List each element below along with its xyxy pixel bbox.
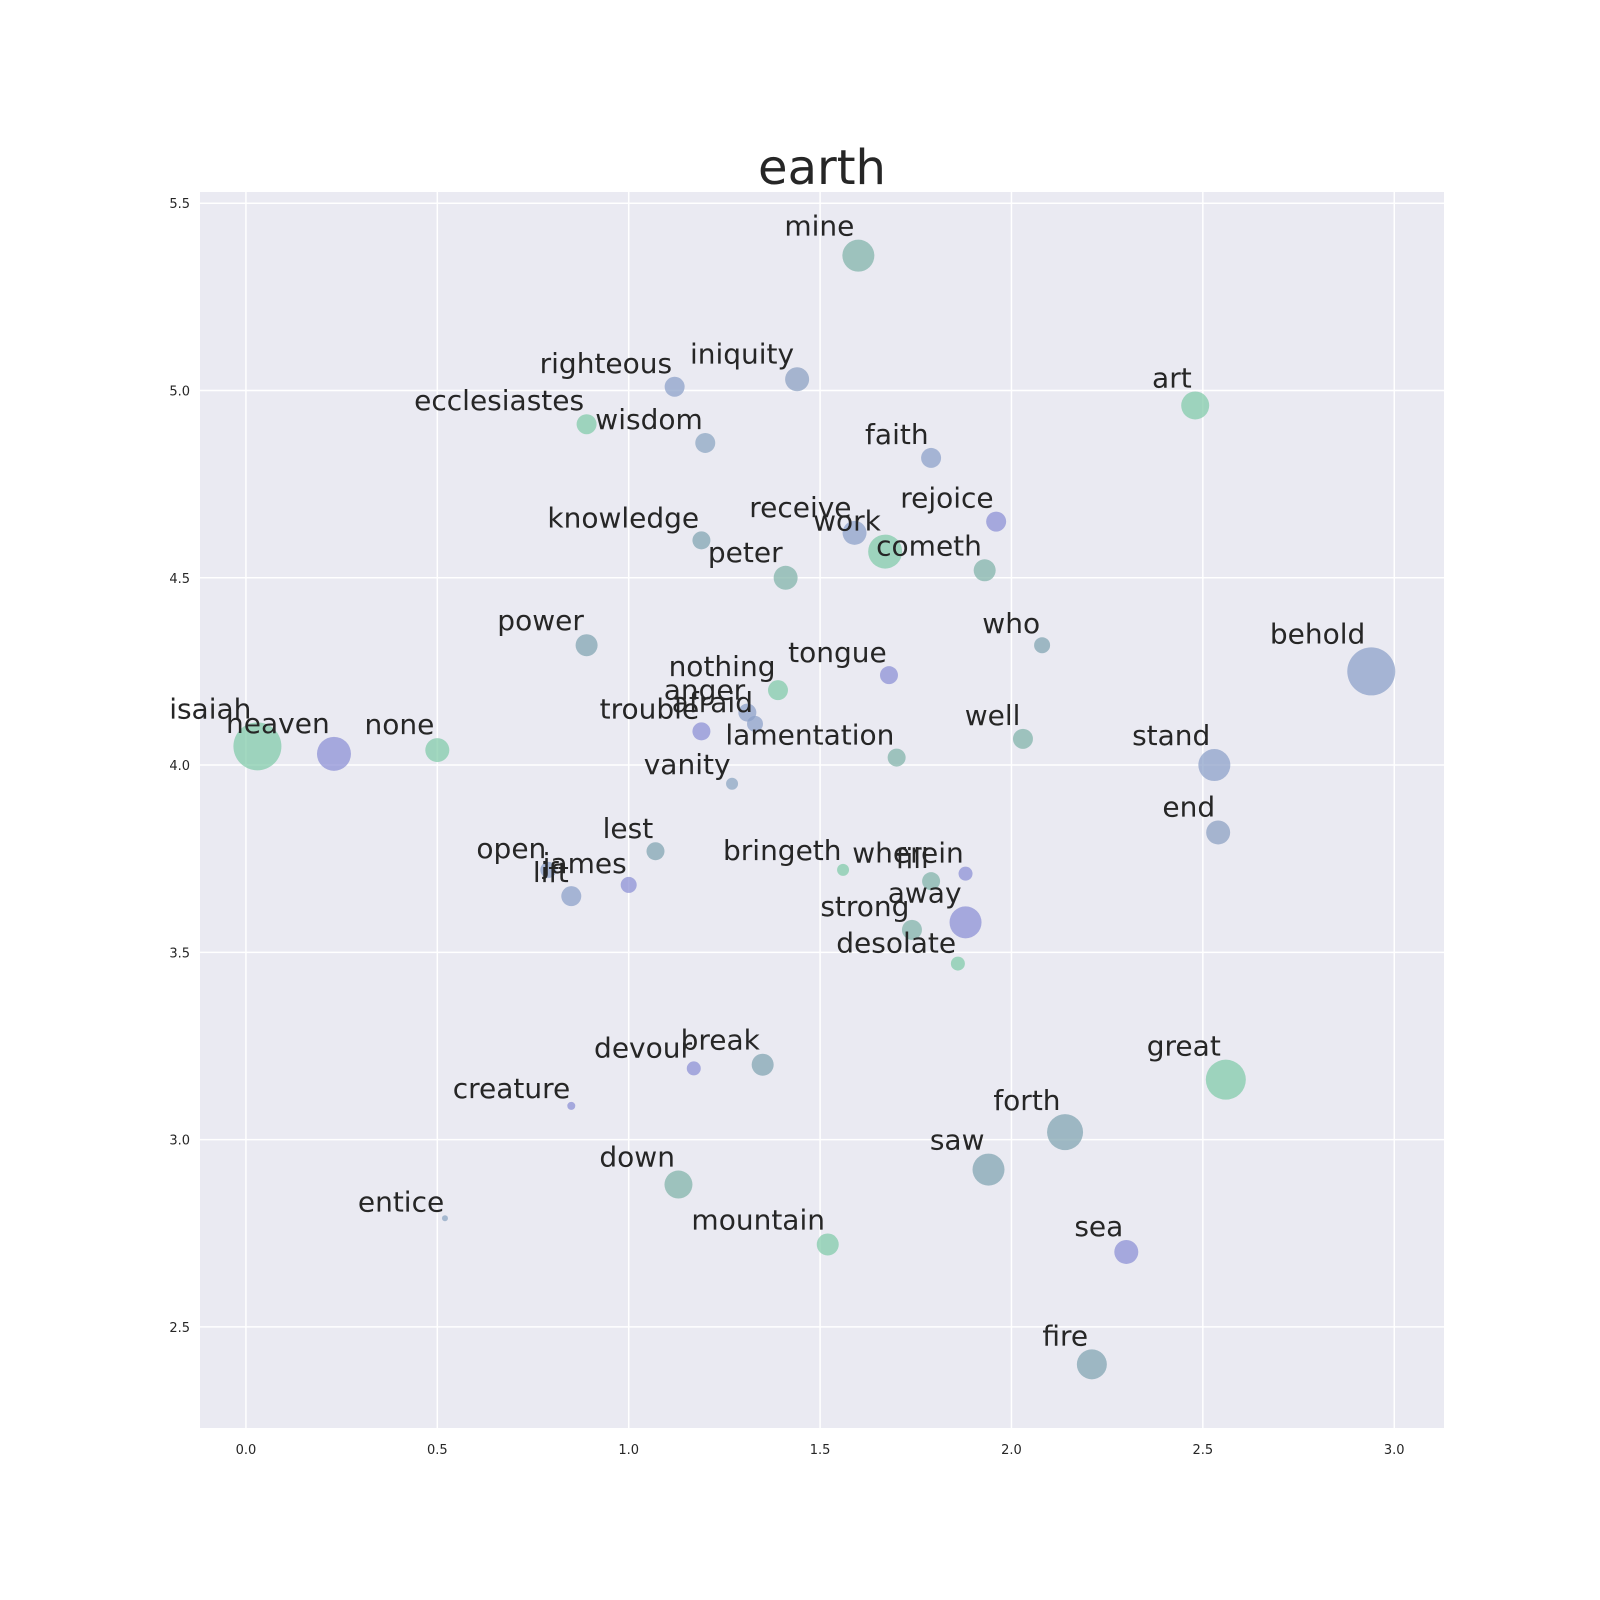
point-art (1181, 391, 1209, 419)
point-label-fill: fill (896, 842, 929, 875)
point-label-wisdom: wisdom (595, 403, 702, 436)
point-forth (1047, 1114, 1083, 1150)
point-label-mountain: mountain (691, 1203, 825, 1236)
point-label-desolate: desolate (836, 927, 956, 960)
point-label-forth: forth (993, 1084, 1060, 1117)
x-tick-label: 2.5 (1193, 1443, 1214, 1458)
point-label-ecclesiastes: ecclesiastes (414, 384, 584, 417)
point-label-none: none (364, 708, 434, 741)
point-label-vanity: vanity (644, 748, 731, 781)
point-label-lest: lest (603, 812, 654, 845)
point-label-down: down (599, 1141, 675, 1174)
y-tick-label: 5.0 (169, 385, 190, 400)
point-label-who: who (982, 607, 1040, 640)
point-label-lift: lift (533, 856, 569, 889)
point-label-bringeth: bringeth (723, 834, 842, 867)
point-label-knowledge: knowledge (547, 501, 699, 534)
y-tick-label: 4.5 (169, 572, 190, 587)
point-label-stand: stand (1132, 719, 1210, 752)
point-label-behold: behold (1270, 617, 1365, 650)
y-tick-label: 3.5 (169, 946, 190, 961)
point-label-devour: devour (594, 1031, 692, 1064)
point-label-end: end (1162, 790, 1215, 823)
point-sea (1114, 1240, 1138, 1264)
y-tick-label: 2.5 (169, 1321, 190, 1336)
point-cometh (974, 559, 996, 581)
point-label-great: great (1147, 1030, 1221, 1063)
point-label-heaven: heaven (226, 707, 330, 740)
point-label-work: work (813, 505, 882, 538)
point-label-mine: mine (784, 210, 854, 243)
x-tick-label: 0.0 (236, 1443, 257, 1458)
point-label-peter: peter (708, 536, 783, 569)
point-label-break: break (681, 1024, 761, 1057)
point-behold (1347, 647, 1395, 695)
point-saw (973, 1154, 1005, 1186)
point-label-creature: creature (453, 1072, 571, 1105)
y-tick-label: 4.0 (169, 759, 190, 774)
y-tick-label: 5.5 (169, 197, 190, 212)
point-label-entice: entice (358, 1185, 444, 1218)
point-label-well: well (965, 699, 1021, 732)
point-label-cometh: cometh (876, 529, 982, 562)
x-tick-label: 1.0 (618, 1443, 639, 1458)
point-label-fire: fire (1042, 1319, 1088, 1352)
x-tick-label: 1.5 (810, 1443, 831, 1458)
point-mine (842, 240, 874, 272)
point-end (1206, 820, 1230, 844)
point-stand (1198, 749, 1230, 781)
point-label-rejoice: rejoice (900, 482, 993, 515)
point-label-trouble: trouble (600, 692, 700, 725)
point-label-lamentation: lamentation (725, 719, 894, 752)
point-none (425, 738, 449, 762)
y-tick-label: 3.0 (169, 1134, 190, 1149)
point-fire (1077, 1349, 1107, 1379)
point-heaven (317, 737, 351, 771)
point-break (752, 1054, 774, 1076)
point-label-iniquity: iniquity (690, 337, 794, 370)
chart-title: earth (758, 140, 886, 196)
point-label-tongue: tongue (788, 636, 887, 669)
x-tick-label: 0.5 (427, 1443, 448, 1458)
point-down (664, 1171, 692, 1199)
point-label-strong: strong (820, 890, 909, 923)
x-tick-label: 2.0 (1001, 1443, 1022, 1458)
point-mountain (817, 1233, 839, 1255)
point-label-faith: faith (865, 418, 929, 451)
point-label-righteous: righteous (540, 347, 672, 380)
point-peter (774, 566, 798, 590)
point-label-power: power (497, 604, 584, 637)
point-label-saw: saw (930, 1124, 985, 1157)
point-label-sea: sea (1074, 1210, 1123, 1243)
point-power (576, 634, 598, 656)
point-iniquity (785, 367, 809, 391)
point-great (1206, 1060, 1246, 1100)
x-tick-label: 3.0 (1384, 1443, 1405, 1458)
point-label-art: art (1152, 361, 1192, 394)
